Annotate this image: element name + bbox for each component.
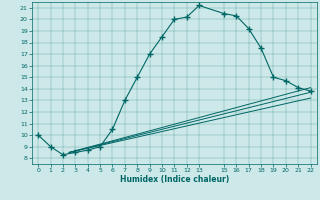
X-axis label: Humidex (Indice chaleur): Humidex (Indice chaleur)	[120, 175, 229, 184]
